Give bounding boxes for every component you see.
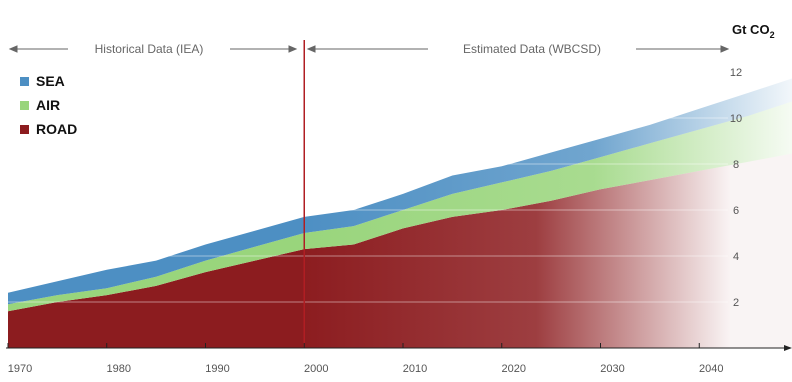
x-tick-label-1990: 1990	[205, 363, 229, 375]
legend-label-sea: SEA	[36, 73, 65, 89]
y-tick-label-2: 2	[733, 297, 739, 309]
historical-label: Historical Data (IEA)	[95, 42, 204, 56]
series-sea-estimated-area	[304, 78, 792, 233]
estimated-label: Estimated Data (WBCSD)	[463, 42, 601, 56]
y-axis-labels: 2 4 6 8 10 12	[730, 67, 742, 309]
y-tick-label-10: 10	[730, 113, 742, 125]
x-tick-label-1970: 1970	[8, 363, 32, 375]
estimated-label-bg	[428, 40, 636, 58]
series-sea-historical-area	[8, 216, 305, 305]
legend-label-air: AIR	[36, 97, 60, 113]
historical-label-bg	[68, 40, 230, 58]
y-tick-label-8: 8	[733, 159, 739, 171]
x-axis-ticks: 1970 1980 1990 2000 2010 2020 2030 2040	[7, 343, 723, 375]
y-tick-label-4: 4	[733, 251, 739, 263]
series-air-historical-area	[8, 233, 305, 312]
x-tick-label-2040: 2040	[699, 363, 723, 375]
series-road-estimated-area	[304, 153, 792, 348]
gridlines	[8, 71, 728, 303]
series-air-estimated-area	[304, 101, 792, 250]
legend-swatch-road	[20, 125, 29, 134]
x-tick-label-2010: 2010	[403, 363, 427, 375]
legend-label-road: ROAD	[36, 121, 77, 137]
area-layer	[8, 78, 792, 348]
x-tick-label-1980: 1980	[107, 363, 131, 375]
legend-swatch-sea	[20, 77, 29, 86]
series-road-historical-area	[8, 249, 305, 348]
x-axis-arrowhead	[784, 345, 792, 351]
x-tick-label-2000: 2000	[304, 363, 328, 375]
y-tick-label-12: 12	[730, 67, 742, 79]
legend-swatch-air	[20, 101, 29, 110]
unit-label: Gt CO2	[732, 22, 775, 40]
x-tick-label-2030: 2030	[600, 363, 624, 375]
y-tick-label-6: 6	[733, 205, 739, 217]
legend: SEA AIR ROAD	[20, 73, 77, 137]
x-tick-label-2020: 2020	[502, 363, 526, 375]
